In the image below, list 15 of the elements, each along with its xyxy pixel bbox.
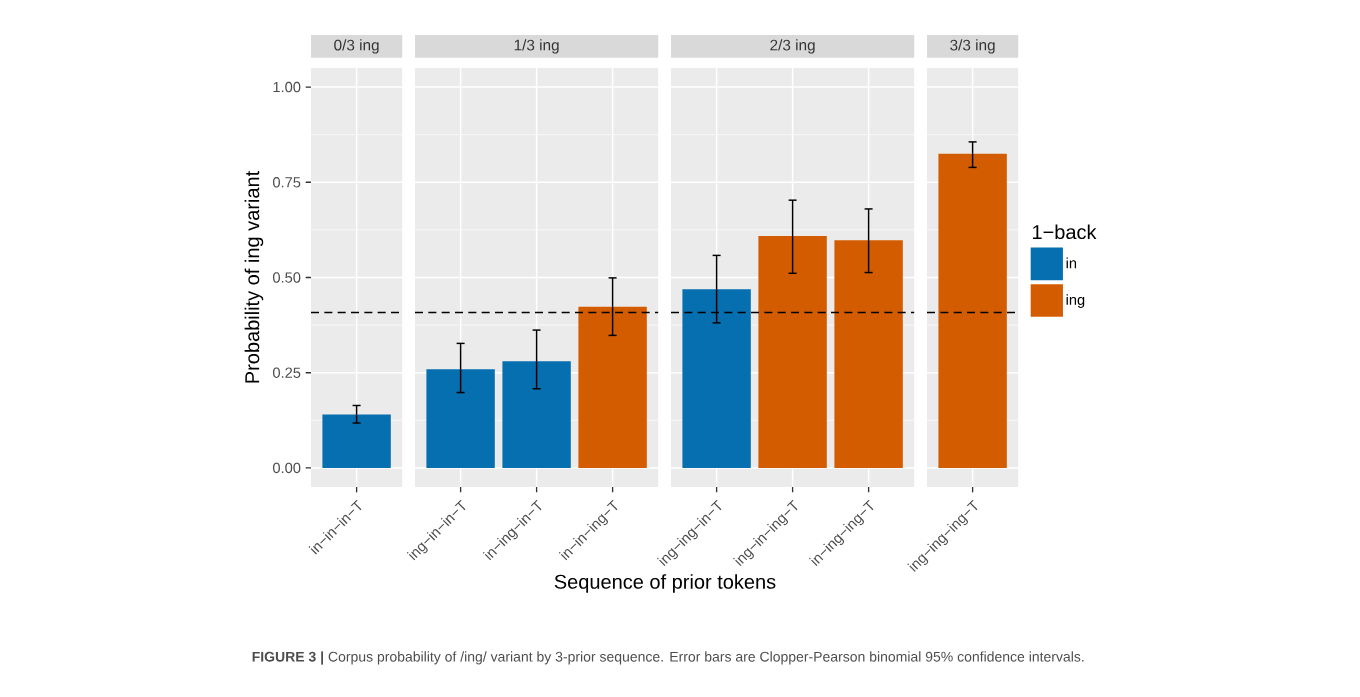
y-tick-label: 0.00 (272, 462, 301, 474)
y-tick-label: 0.50 (272, 272, 301, 283)
chart-title: 2/3 ing (770, 39, 815, 54)
y-tick-label: 1.00 (273, 81, 301, 93)
x-axis-title: Sequence of prior tokens (554, 574, 776, 593)
y-tick-label: 0.25 (272, 367, 301, 378)
legend-label: in (1066, 257, 1077, 269)
legend-label: ing (1066, 294, 1085, 308)
chart-title: 0/3 ing (334, 39, 379, 54)
text: FIGURE 3 | Corpus probability of /ing/ variant by 3-prior sequence. Error bars are Clopper-Pearson binomial 95% confidence intervals. (252, 651, 1084, 665)
chart-title: 3/3 ing (950, 39, 995, 54)
chart-title: 1/3 ing (514, 39, 559, 54)
y-tick-label: 0.75 (272, 177, 301, 188)
y-axis-title: Probability of ing variant (244, 170, 264, 383)
legend-title: 1−back (1032, 224, 1097, 240)
